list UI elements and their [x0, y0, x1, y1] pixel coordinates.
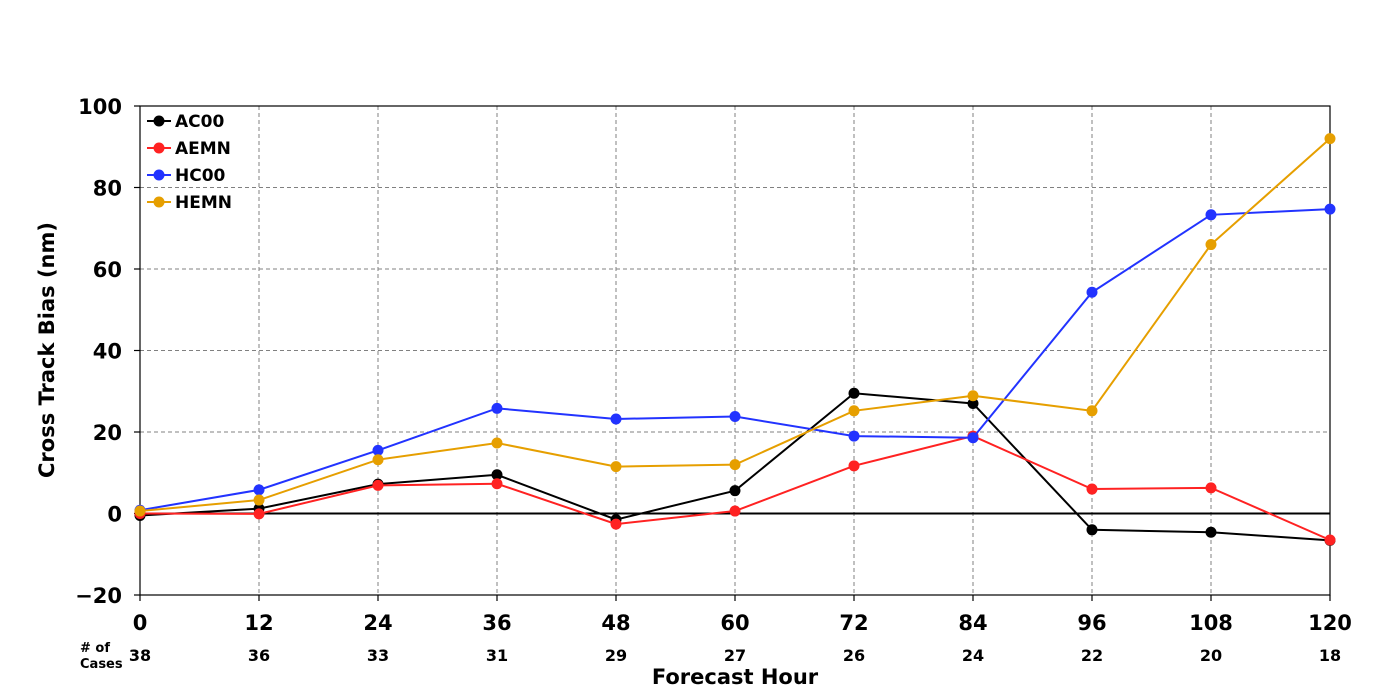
data-point-hc00	[610, 413, 622, 425]
case-count-label: 38	[129, 646, 151, 665]
data-point-hemn	[1086, 405, 1098, 417]
legend-item-hemn: HEMN	[147, 193, 232, 213]
y-tick-label: 0	[107, 503, 122, 527]
data-point-ac00	[729, 485, 741, 497]
y-axis-title: Cross Track Bias (nm)	[35, 222, 59, 478]
data-point-aemn	[372, 479, 384, 491]
x-tick-label: 24	[363, 611, 392, 635]
legend-label: HEMN	[175, 193, 232, 213]
data-point-hemn	[1324, 133, 1336, 145]
y-tick-label: 60	[93, 258, 122, 282]
data-point-hemn	[491, 437, 503, 449]
data-point-aemn	[848, 460, 860, 472]
data-point-hc00	[253, 484, 265, 496]
y-tick-label: 40	[93, 340, 122, 364]
data-point-hc00	[848, 430, 860, 442]
data-point-aemn	[1205, 482, 1217, 494]
grid	[140, 106, 1330, 595]
data-point-ac00	[1205, 526, 1217, 538]
y-tick-label: 80	[93, 177, 122, 201]
legend-label: AC00	[175, 112, 224, 132]
series-hc00	[134, 203, 1336, 516]
case-count-label: 27	[724, 646, 746, 665]
x-tick-label: 36	[482, 611, 511, 635]
cases-caption-line-1: # of	[80, 641, 110, 656]
case-count-label: 36	[248, 646, 270, 665]
x-tick-label: 12	[244, 611, 273, 635]
case-count-label: 33	[367, 646, 389, 665]
legend-swatch-marker	[153, 169, 165, 181]
data-point-ac00	[967, 397, 979, 409]
data-point-hemn	[848, 405, 860, 417]
data-point-aemn	[610, 518, 622, 530]
data-point-hemn	[729, 459, 741, 471]
data-point-aemn	[1086, 483, 1098, 495]
x-tick-label: 60	[720, 611, 749, 635]
data-point-ac00	[1086, 524, 1098, 536]
data-point-aemn	[491, 478, 503, 490]
data-point-hemn	[372, 454, 384, 466]
data-point-hc00	[967, 432, 979, 444]
series-layer	[134, 133, 1336, 546]
cases-caption-line-2: Cases	[80, 657, 123, 672]
x-tick-label: 120	[1308, 611, 1352, 635]
legend-label: HC00	[175, 166, 226, 186]
case-count-label: 29	[605, 646, 627, 665]
legend-label: AEMN	[175, 139, 231, 159]
data-point-aemn	[729, 505, 741, 517]
y-tick-label: 100	[78, 95, 122, 119]
data-point-hc00	[1205, 209, 1217, 221]
data-point-aemn	[1324, 534, 1336, 546]
data-point-hc00	[491, 402, 503, 414]
legend-item-ac00: AC00	[147, 112, 224, 132]
y-tick-label: 20	[93, 421, 122, 445]
data-point-hc00	[372, 444, 384, 456]
x-tick-label: 48	[601, 611, 630, 635]
series-hemn	[134, 133, 1336, 517]
case-count-label: 31	[486, 646, 508, 665]
data-point-ac00	[491, 469, 503, 481]
data-point-hemn	[967, 390, 979, 402]
x-tick-labels: 0 12 24 36 48 60 72 84 96 108 120	[133, 611, 1352, 635]
data-point-aemn	[253, 508, 265, 520]
data-point-hc00	[1086, 286, 1098, 298]
y-tick-label: −20	[75, 584, 122, 608]
case-count-label: 20	[1200, 646, 1222, 665]
legend-swatch-marker	[153, 142, 165, 154]
legend-item-hc00: HC00	[147, 166, 226, 186]
y-tick-labels: −20 0 20 40 60 80 100	[75, 95, 122, 608]
legend-swatch-marker	[153, 115, 165, 127]
x-tick-label: 0	[133, 611, 148, 635]
x-tick-label: 96	[1077, 611, 1106, 635]
case-count-label: 22	[1081, 646, 1103, 665]
case-count-label: 24	[962, 646, 984, 665]
legend-item-aemn: AEMN	[147, 139, 231, 159]
case-count-label: 18	[1319, 646, 1341, 665]
data-point-hc00	[1324, 203, 1336, 215]
data-point-hemn	[134, 505, 146, 517]
data-point-hemn	[1205, 239, 1217, 251]
x-tick-label: 84	[958, 611, 987, 635]
legend-swatch-marker	[153, 196, 165, 208]
data-point-hc00	[729, 411, 741, 423]
axis-ticks	[134, 105, 1331, 601]
x-tick-label: 72	[839, 611, 868, 635]
legend: AC00 AEMN HC00 HEMN	[147, 112, 232, 213]
data-point-hemn	[253, 494, 265, 506]
x-axis-title: Forecast Hour	[652, 665, 819, 689]
data-point-hemn	[610, 461, 622, 473]
cases-row: # of Cases 38 36 33 31 29 27 26 24 22 20 18	[80, 641, 1341, 672]
case-count-label: 26	[843, 646, 865, 665]
x-tick-label: 108	[1189, 611, 1233, 635]
data-point-ac00	[848, 387, 860, 399]
